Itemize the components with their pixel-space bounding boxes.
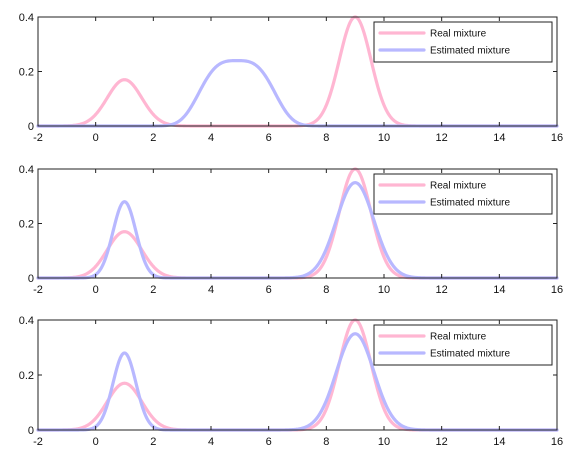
y-tick-label: 0.4 (19, 164, 34, 176)
y-tick-label: 0 (28, 121, 34, 133)
x-tick-label: 16 (551, 436, 563, 448)
legend: Real mixture Estimated mixture (373, 173, 553, 215)
x-tick-label: 2 (150, 436, 156, 448)
x-tick-label: 10 (378, 284, 390, 296)
y-tick-label: 0.2 (19, 219, 34, 231)
y-tick-label: 0 (28, 425, 34, 437)
x-tick-label: 4 (208, 284, 214, 296)
x-tick-label: 16 (551, 132, 563, 144)
x-tick-label: 6 (266, 284, 272, 296)
y-tick-label: 0.4 (19, 12, 34, 24)
legend-box (373, 324, 553, 366)
x-tick-label: 0 (93, 284, 99, 296)
legend: Real mixture Estimated mixture (373, 21, 553, 63)
x-tick-label: 4 (208, 132, 214, 144)
x-tick-label: 6 (266, 436, 272, 448)
x-tick-label: 12 (436, 436, 448, 448)
legend: Real mixture Estimated mixture (373, 324, 553, 366)
x-tick-label: 8 (323, 436, 329, 448)
x-tick-label: 10 (378, 436, 390, 448)
x-tick-label: -2 (33, 436, 43, 448)
x-tick-label: 6 (266, 132, 272, 144)
x-tick-label: 8 (323, 284, 329, 296)
x-tick-label: 14 (493, 132, 505, 144)
x-tick-label: 0 (93, 132, 99, 144)
x-tick-label: 8 (323, 132, 329, 144)
legend-label: Estimated mixture (430, 46, 510, 57)
y-tick-label: 0.4 (19, 315, 34, 327)
legend-box (373, 173, 553, 215)
x-tick-label: 0 (93, 436, 99, 448)
x-tick-label: 16 (551, 284, 563, 296)
x-tick-label: 2 (150, 284, 156, 296)
x-tick-label: -2 (33, 132, 43, 144)
x-tick-label: 12 (436, 284, 448, 296)
y-tick-label: 0.2 (19, 370, 34, 382)
series-line-estimated-mixture (36, 59, 559, 128)
legend-label: Real mixture (430, 332, 487, 343)
legend-label: Real mixture (430, 29, 487, 40)
legend-box (373, 21, 553, 63)
x-tick-label: 10 (378, 132, 390, 144)
x-tick-label: 14 (493, 436, 505, 448)
legend-label: Real mixture (430, 181, 487, 192)
x-tick-label: 12 (436, 132, 448, 144)
y-tick-label: 0.2 (19, 67, 34, 79)
x-tick-label: 2 (150, 132, 156, 144)
x-tick-label: 14 (493, 284, 505, 296)
legend-label: Estimated mixture (430, 349, 510, 360)
x-tick-label: -2 (33, 284, 43, 296)
legend-label: Estimated mixture (430, 198, 510, 209)
x-tick-label: 4 (208, 436, 214, 448)
y-tick-label: 0 (28, 273, 34, 285)
